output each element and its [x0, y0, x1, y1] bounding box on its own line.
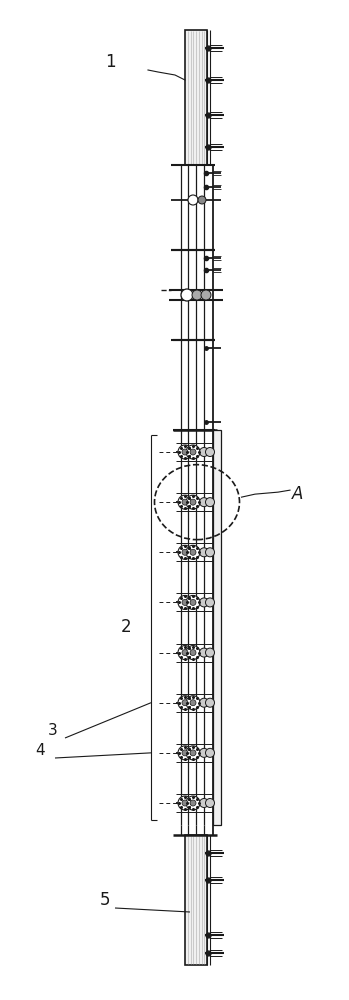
- Circle shape: [206, 798, 215, 808]
- Circle shape: [186, 445, 200, 459]
- Circle shape: [190, 700, 196, 706]
- Circle shape: [188, 195, 198, 205]
- Circle shape: [206, 448, 215, 456]
- Circle shape: [182, 650, 188, 656]
- Circle shape: [182, 700, 188, 706]
- Circle shape: [178, 796, 192, 810]
- Circle shape: [181, 289, 193, 301]
- Circle shape: [206, 598, 215, 607]
- Circle shape: [178, 746, 192, 760]
- Circle shape: [200, 648, 208, 657]
- Circle shape: [190, 599, 196, 605]
- Circle shape: [186, 545, 200, 559]
- Circle shape: [192, 290, 202, 300]
- Circle shape: [200, 798, 208, 808]
- Circle shape: [206, 648, 215, 657]
- Text: 3: 3: [48, 723, 58, 738]
- Circle shape: [200, 698, 208, 707]
- Circle shape: [190, 549, 196, 555]
- Circle shape: [178, 696, 192, 710]
- Circle shape: [206, 548, 215, 557]
- Circle shape: [178, 646, 192, 660]
- Circle shape: [200, 448, 208, 456]
- Circle shape: [186, 595, 200, 609]
- Text: 5: 5: [100, 891, 111, 909]
- Circle shape: [200, 498, 208, 507]
- Circle shape: [182, 449, 188, 455]
- Circle shape: [206, 748, 215, 757]
- Circle shape: [182, 750, 188, 756]
- Circle shape: [178, 495, 192, 509]
- Text: 2: 2: [121, 618, 131, 637]
- Circle shape: [190, 650, 196, 656]
- Bar: [185, 835, 207, 965]
- Circle shape: [200, 748, 208, 757]
- Circle shape: [190, 750, 196, 756]
- Circle shape: [186, 495, 200, 509]
- Circle shape: [190, 499, 196, 505]
- Circle shape: [182, 549, 188, 555]
- Circle shape: [206, 498, 215, 507]
- Circle shape: [201, 290, 211, 300]
- Circle shape: [178, 445, 192, 459]
- Circle shape: [190, 800, 196, 806]
- Circle shape: [206, 698, 215, 707]
- Bar: [213, 430, 221, 825]
- Circle shape: [200, 598, 208, 607]
- Circle shape: [186, 646, 200, 660]
- Circle shape: [186, 796, 200, 810]
- Text: 4: 4: [35, 743, 45, 758]
- Circle shape: [182, 800, 188, 806]
- Text: A: A: [292, 485, 303, 503]
- Circle shape: [186, 746, 200, 760]
- Circle shape: [190, 449, 196, 455]
- Text: 1: 1: [105, 53, 116, 71]
- Bar: [185, 30, 207, 165]
- Circle shape: [178, 545, 192, 559]
- Circle shape: [198, 196, 206, 204]
- Circle shape: [182, 499, 188, 505]
- Circle shape: [186, 696, 200, 710]
- Circle shape: [182, 599, 188, 605]
- Circle shape: [200, 548, 208, 557]
- Circle shape: [178, 595, 192, 609]
